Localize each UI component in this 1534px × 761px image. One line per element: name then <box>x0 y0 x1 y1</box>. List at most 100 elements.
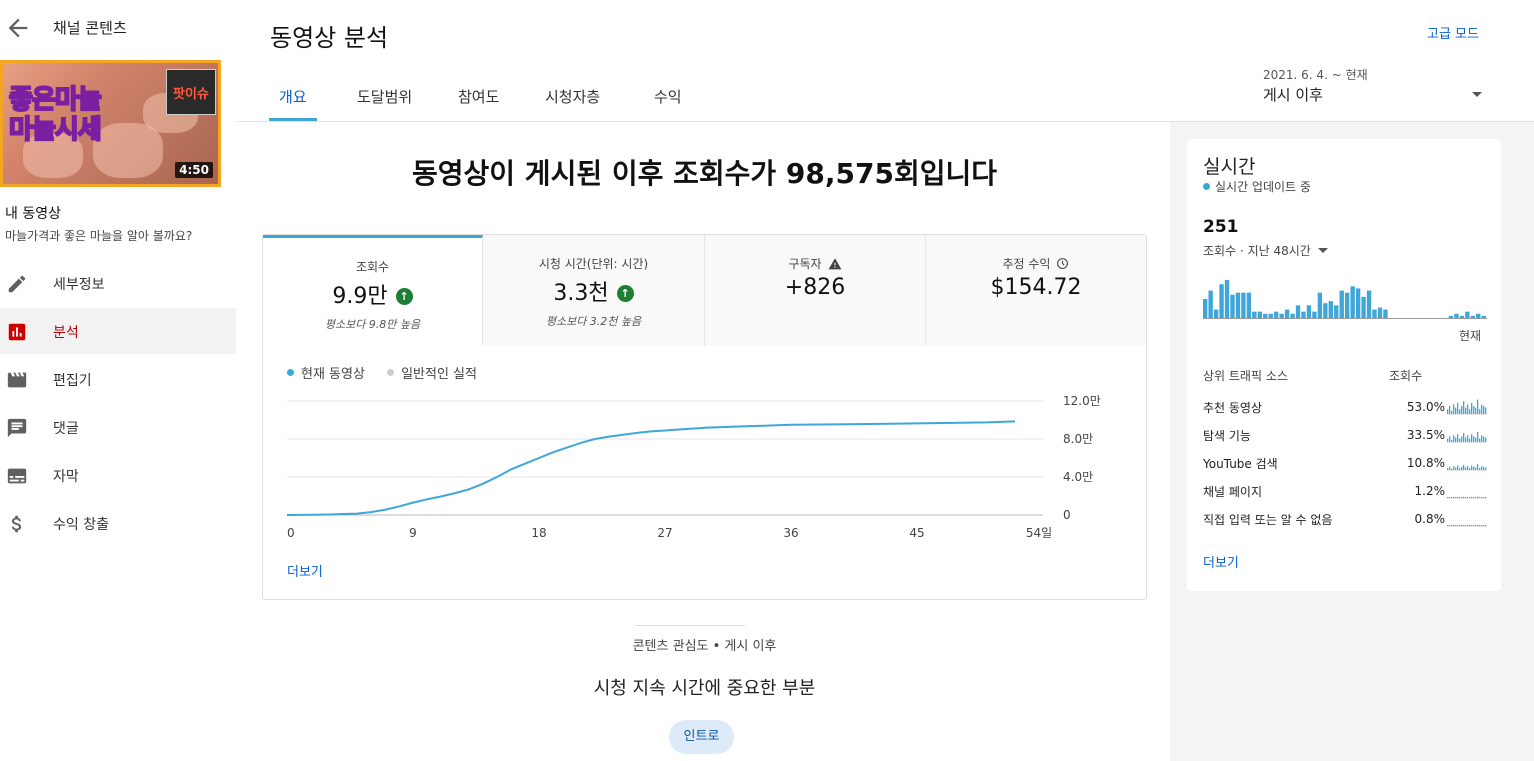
traffic-sparkline <box>1447 399 1487 415</box>
sparkline-bar <box>1467 466 1469 470</box>
back-arrow-icon[interactable] <box>4 14 32 42</box>
realtime-bar <box>1317 292 1323 318</box>
realtime-bar <box>1448 315 1454 318</box>
sparkline-bar <box>1481 525 1483 526</box>
sparkline-bar <box>1471 434 1473 442</box>
traffic-sources-header: 상위 트래픽 소스 <box>1203 369 1288 383</box>
sparkline-bar <box>1451 439 1453 442</box>
realtime-bar <box>1383 309 1388 318</box>
sparkline-bar <box>1477 496 1479 498</box>
sparkline-bar <box>1485 407 1487 414</box>
realtime-metric-selector[interactable]: 조회수 · 지난 48시간 <box>1203 242 1328 259</box>
sparkline-bar <box>1469 525 1471 526</box>
chevron-down-icon[interactable] <box>1470 84 1484 97</box>
realtime-bar <box>1377 307 1383 318</box>
traffic-source-row[interactable]: 탐색 기능 33.5% <box>1203 423 1487 447</box>
sparkline-bar <box>1473 436 1475 442</box>
traffic-source-row[interactable]: YouTube 검색 10.8% <box>1203 451 1487 475</box>
sparkline-bar <box>1461 436 1463 442</box>
sparkline-bar <box>1483 466 1485 470</box>
realtime-bar <box>1295 305 1301 318</box>
channel-content-title: 채널 콘텐츠 <box>53 19 127 37</box>
sparkline-bar <box>1453 404 1455 414</box>
see-more-link[interactable]: 더보기 <box>287 565 323 580</box>
realtime-bar <box>1230 294 1235 318</box>
advanced-mode-link[interactable]: 고급 모드 <box>1427 27 1479 42</box>
sparkline-bar <box>1447 409 1449 414</box>
sparkline-bar <box>1459 438 1461 442</box>
sparkline-bar <box>1483 497 1485 498</box>
sparkline-bar <box>1475 525 1477 526</box>
stat-label: 시청 시간(단위: 시간) <box>538 257 649 271</box>
sidebar-item-subtitles[interactable]: 자막 <box>0 452 236 498</box>
sparkline-bar <box>1471 496 1473 498</box>
sparkline-bar <box>1475 407 1477 414</box>
sidebar-item-comments[interactable]: 댓글 <box>0 404 236 450</box>
sparkline-bar <box>1471 465 1473 470</box>
sparkline-bar <box>1475 497 1477 498</box>
sidebar-item-label: 세부정보 <box>53 277 105 293</box>
realtime-bar <box>1339 290 1344 318</box>
sidebar-item-label: 댓글 <box>53 421 79 437</box>
sparkline-bar <box>1455 467 1457 470</box>
stat-tile-subscribers[interactable]: 구독자 +826 <box>705 235 926 346</box>
sidebar-item-details[interactable]: 세부정보 <box>0 260 236 306</box>
sparkline-bar <box>1481 466 1483 470</box>
sidebar-item-monetization[interactable]: 수익 창출 <box>0 500 236 546</box>
sparkline-bar <box>1449 525 1451 526</box>
x-tick-label: 18 <box>531 526 546 540</box>
traffic-sparkline <box>1447 496 1487 499</box>
stat-tile-watch-time[interactable]: 시청 시간(단위: 시간) 3.3천 ↑ 평소보다 3.2천 높음 <box>483 235 705 346</box>
sidebar-item-analytics[interactable]: 분석 <box>0 308 236 354</box>
sparkline-bar <box>1447 438 1449 442</box>
y-tick-label: 12.0만 <box>1063 394 1101 408</box>
sparkline-bar <box>1479 497 1481 498</box>
thumbnail-caption: 좋은마늘 마늘시세 <box>8 84 103 146</box>
sparkline-bar <box>1453 466 1455 470</box>
stat-tile-revenue[interactable]: 추정 수익 $154.72 <box>926 235 1146 346</box>
sparkline-bar <box>1459 497 1461 498</box>
sparkline-bar <box>1485 497 1487 498</box>
sparkline-bar <box>1457 434 1459 442</box>
chart-legend: 현재 동영상 일반적인 실적 <box>287 363 477 382</box>
tab-revenue[interactable]: 수익 <box>654 88 682 106</box>
realtime-see-more-link[interactable]: 더보기 <box>1203 556 1239 571</box>
sparkline-bar <box>1475 437 1477 442</box>
analytics-icon <box>6 321 28 343</box>
realtime-bar <box>1241 292 1246 318</box>
content-interest-title: 시청 지속 시간에 중요한 부분 <box>593 678 816 699</box>
traffic-source-row[interactable]: 직접 입력 또는 알 수 없음 0.8% <box>1203 507 1487 531</box>
stat-tile-views[interactable]: 조회수 9.9만 ↑ 평소보다 9.8만 높음 <box>263 235 483 346</box>
tab-overview[interactable]: 개요 <box>279 88 307 106</box>
video-thumbnail[interactable]: 팟이슈 좋은마늘 마늘시세 4:50 <box>0 60 221 187</box>
traffic-source-percent: 10.8% <box>1406 456 1445 470</box>
thumbnail-sign: 팟이슈 <box>166 69 216 115</box>
tab-engagement[interactable]: 참여도 <box>458 88 500 106</box>
sparkline-bar <box>1465 467 1467 470</box>
realtime-bar <box>1219 284 1224 318</box>
realtime-bar <box>1350 286 1355 318</box>
intro-chip[interactable]: 인트로 <box>669 720 734 754</box>
traffic-source-row[interactable]: 채널 페이지 1.2% <box>1203 479 1487 503</box>
x-tick-label: 0 <box>287 526 295 540</box>
sparkline-bar <box>1449 497 1451 498</box>
sparkline-bar <box>1479 525 1481 526</box>
sparkline-bar <box>1467 525 1469 526</box>
tab-reach[interactable]: 도달범위 <box>357 88 413 106</box>
sparkline-bar <box>1457 402 1459 414</box>
traffic-source-row[interactable]: 추천 동영상 53.0% <box>1203 395 1487 419</box>
sparkline-bar <box>1477 431 1479 442</box>
sparkline-bar <box>1473 525 1475 526</box>
sparkline-bar <box>1471 525 1473 526</box>
sparkline-bar <box>1455 437 1457 442</box>
date-range-selector[interactable]: 게시 이후 <box>1263 86 1323 104</box>
section-divider <box>635 625 745 626</box>
sparkline-bar <box>1459 468 1461 470</box>
sparkline-bar <box>1485 437 1487 442</box>
tab-audience[interactable]: 시청자층 <box>545 88 601 106</box>
sparkline-bar <box>1453 525 1455 526</box>
y-tick-label: 4.0만 <box>1063 470 1093 484</box>
traffic-sparkline <box>1447 431 1487 443</box>
sidebar-item-editor[interactable]: 편집기 <box>0 356 236 402</box>
sparkline-bar <box>1455 525 1457 526</box>
